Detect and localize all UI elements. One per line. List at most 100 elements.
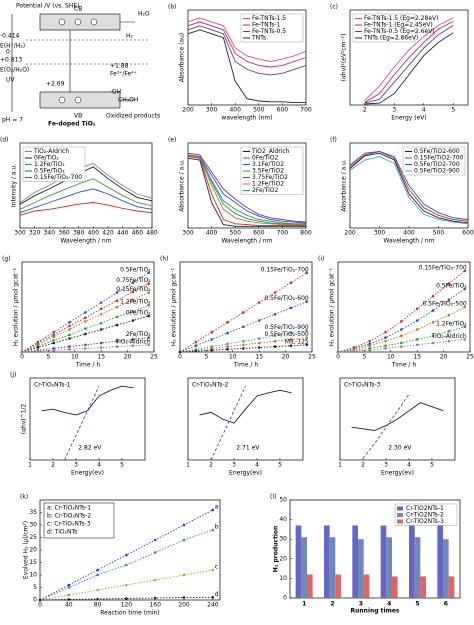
marker bbox=[447, 313, 451, 317]
legend-label: Fe-TNTs-0.5 (Eg=2.6eV) bbox=[364, 28, 435, 35]
marker bbox=[125, 597, 128, 600]
legend-label: Cr-TiO2NTs-1 bbox=[406, 505, 444, 512]
x-axis-label: Wavelength / nm bbox=[383, 238, 434, 245]
y-axis-label: Evolved H₂ (µl/cm²) bbox=[23, 521, 30, 579]
x-tick-label: 5 bbox=[415, 601, 419, 608]
x-tick-label: 5 bbox=[278, 462, 282, 469]
marker bbox=[257, 337, 261, 340]
plot-frame bbox=[289, 499, 461, 599]
marker bbox=[289, 331, 293, 335]
x-tick-label: 20 bbox=[440, 354, 448, 361]
x-tick-label: 440 bbox=[117, 230, 129, 237]
marker bbox=[384, 336, 387, 339]
marker bbox=[38, 598, 42, 602]
series-line bbox=[179, 272, 307, 353]
marker bbox=[226, 348, 229, 351]
marker bbox=[131, 319, 135, 322]
marker bbox=[115, 323, 119, 327]
x-tick-label: 600 bbox=[253, 230, 265, 237]
y-tick-label: 35 bbox=[29, 509, 37, 516]
x-tick-label: 300 bbox=[374, 230, 386, 237]
electron bbox=[58, 18, 66, 26]
legend-box bbox=[22, 146, 86, 182]
marker bbox=[400, 345, 403, 348]
marker bbox=[68, 321, 71, 324]
marker bbox=[415, 319, 419, 322]
diagram-label: CB bbox=[74, 6, 82, 13]
y-tick-label: 5 bbox=[33, 584, 37, 591]
marker bbox=[99, 312, 103, 316]
marker bbox=[52, 330, 55, 334]
legend-box bbox=[402, 146, 466, 176]
x-tick-label: 160 bbox=[149, 602, 161, 609]
legend-label: 3.5Fe/TiO2 bbox=[252, 168, 284, 175]
marker bbox=[131, 290, 135, 294]
series-line bbox=[349, 151, 469, 222]
note: b: Cr-TiO₂NTs-2 bbox=[47, 513, 91, 520]
bar bbox=[409, 525, 415, 598]
legend-label: TNTs bbox=[251, 35, 266, 42]
x-tick-label: 300 bbox=[14, 230, 26, 237]
marker bbox=[153, 596, 157, 600]
plot-frame bbox=[349, 9, 469, 106]
legend-label: TiO₂-Aldrich bbox=[33, 148, 69, 155]
y-axis-label: H₂ evolution / µmol gcat⁻¹ bbox=[171, 267, 178, 346]
marker bbox=[463, 287, 467, 291]
panel-label: (j) bbox=[10, 372, 16, 379]
x-tick-label: 20 bbox=[124, 354, 132, 361]
bar bbox=[324, 525, 330, 598]
marker bbox=[125, 553, 128, 557]
marker bbox=[368, 344, 371, 348]
x-tick-label: 15 bbox=[255, 354, 263, 361]
y-tick-label: 30 bbox=[279, 536, 287, 543]
marker bbox=[415, 307, 419, 311]
marker bbox=[242, 311, 245, 314]
x-tick-label: 2 bbox=[209, 462, 213, 469]
hole bbox=[74, 96, 82, 104]
marker bbox=[131, 298, 135, 302]
bar bbox=[414, 537, 421, 598]
marker bbox=[182, 596, 186, 599]
marker bbox=[67, 583, 71, 587]
diagram-label: pH = 7 bbox=[2, 117, 23, 124]
series-label: 1.2Fe/TiO₂ bbox=[436, 320, 467, 327]
series-line bbox=[19, 178, 153, 210]
marker bbox=[210, 348, 213, 352]
series-line bbox=[364, 20, 454, 103]
marker bbox=[257, 341, 261, 345]
series-line bbox=[187, 154, 307, 224]
x-tick-label: 200 bbox=[182, 107, 194, 114]
x-tick-label: 5 bbox=[430, 462, 434, 469]
y-axis-label: H₂ evolution / µmol gcat⁻¹ bbox=[329, 267, 336, 346]
x-tick-label: 4 bbox=[97, 462, 101, 469]
x-axis-label: Reaction time (min) bbox=[100, 610, 159, 617]
series-line bbox=[21, 315, 149, 353]
marker bbox=[68, 324, 71, 328]
bar bbox=[386, 537, 392, 598]
bar bbox=[392, 576, 398, 598]
marker bbox=[68, 345, 71, 348]
x-axis-label: Wavelength / nm bbox=[60, 238, 111, 245]
diagram-label: H₂O bbox=[138, 11, 150, 18]
series-line bbox=[187, 156, 306, 226]
x-tick-label: 500 bbox=[433, 230, 445, 237]
marker bbox=[352, 349, 356, 353]
marker bbox=[242, 343, 245, 347]
x-tick-label: 800 bbox=[300, 230, 312, 237]
x-tick-label: 10 bbox=[71, 354, 79, 361]
marker bbox=[463, 269, 467, 273]
plot-frame bbox=[19, 142, 153, 229]
diagram-label: VB bbox=[74, 113, 82, 120]
marker bbox=[226, 342, 229, 346]
panel-label: (h) bbox=[160, 256, 168, 263]
panel-label: (b) bbox=[168, 4, 177, 11]
x-axis-label: Time / h bbox=[233, 362, 259, 369]
x-tick-label: 80 bbox=[94, 602, 102, 609]
marker bbox=[99, 346, 103, 349]
plot-title: Cr-TiO₂NTs-2 bbox=[192, 382, 229, 389]
series-line bbox=[21, 272, 149, 353]
plot-frame bbox=[21, 261, 155, 353]
legend-label: 3.75Fe/TiO2 bbox=[252, 174, 288, 181]
